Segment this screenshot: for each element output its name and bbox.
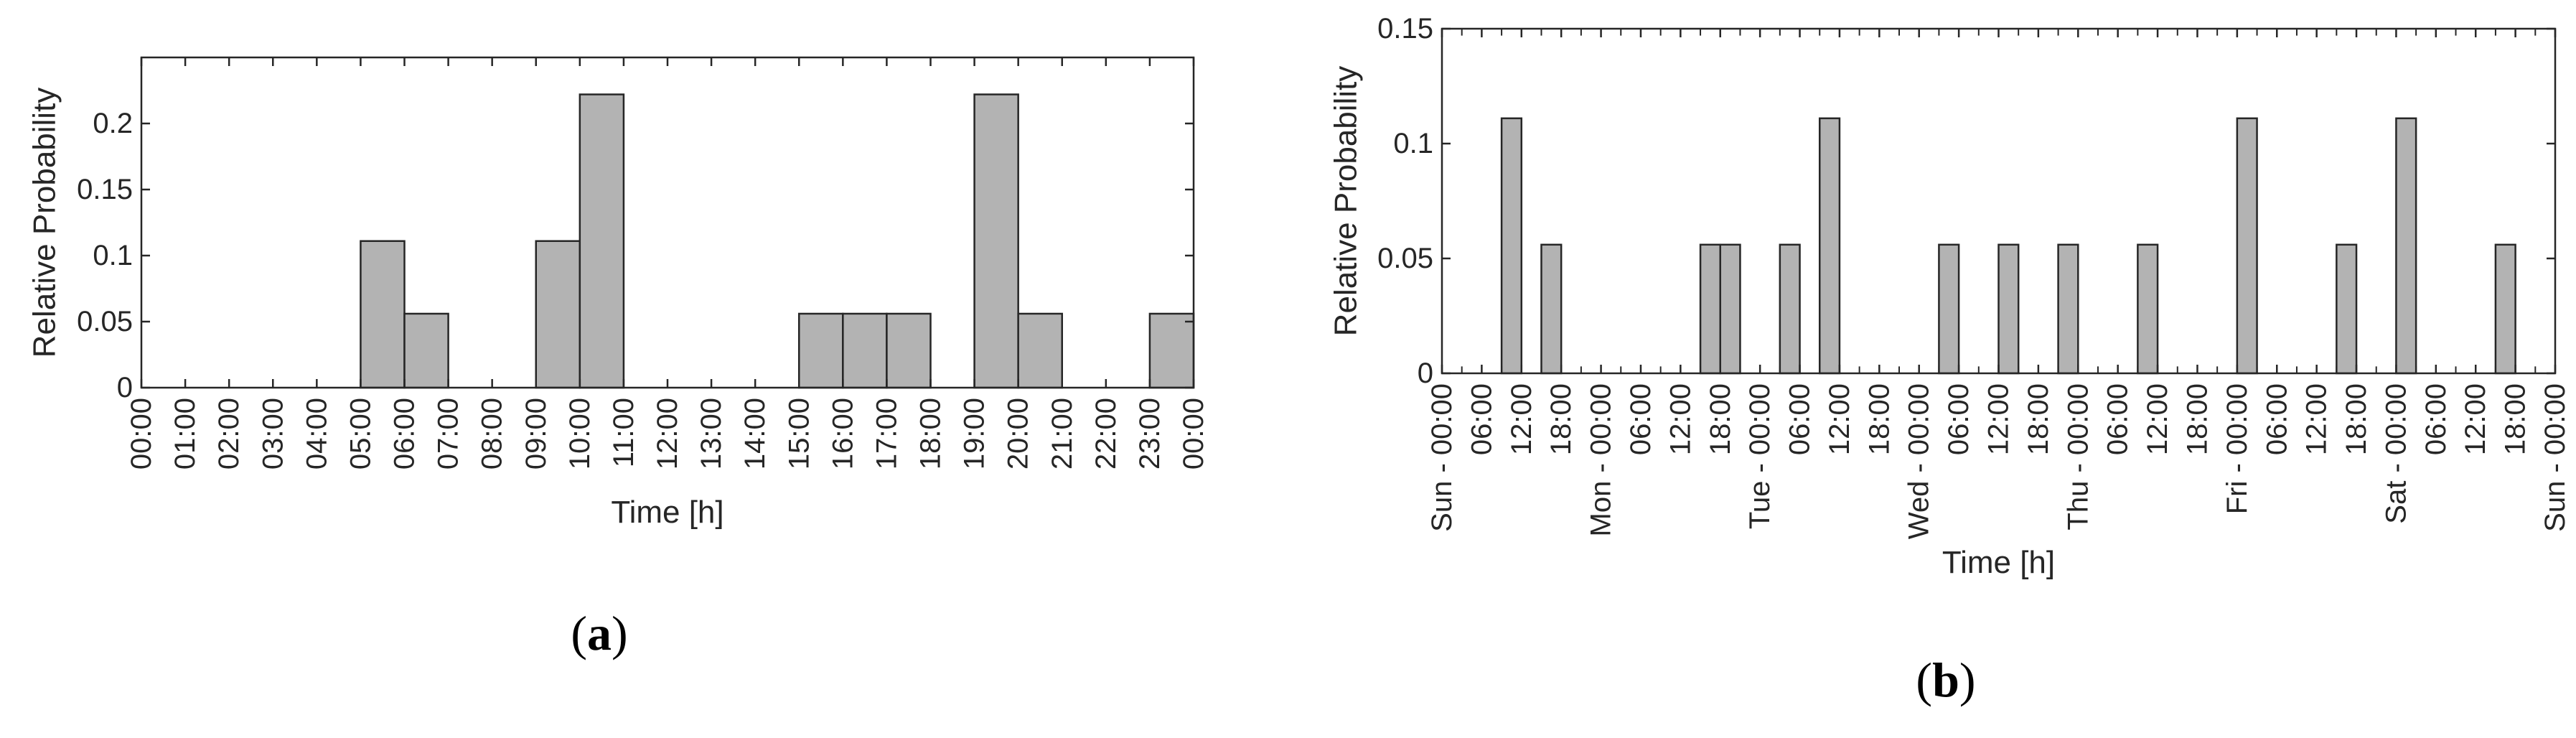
bar: [360, 240, 406, 389]
x-tick-label: 06:00: [1784, 383, 1816, 455]
y-tick-label: 0.2: [93, 108, 133, 139]
x-tick-label: 18:00: [1705, 383, 1736, 455]
y-axis-title: Relative Probability: [1329, 66, 1364, 337]
y-tick-label: 0.15: [77, 174, 133, 205]
x-tick-label: 12:00: [2460, 383, 2491, 455]
x-tick-label: 12:00: [1506, 383, 1537, 455]
x-tick-label: 22:00: [1090, 398, 1122, 470]
x-tick-label: 01:00: [169, 398, 201, 470]
x-tick-label: 06:00: [2102, 383, 2134, 455]
x-tick-label: 13:00: [695, 398, 727, 470]
x-tick-label: 06:00: [1466, 383, 1497, 455]
x-tick-label: 09:00: [520, 398, 552, 470]
x-tick-label: 02:00: [213, 398, 245, 470]
y-tick-label: 0: [117, 372, 133, 403]
x-tick-label: 06:00: [2261, 383, 2292, 455]
x-tick-label: 12:00: [2142, 383, 2173, 455]
bar: [1997, 243, 2020, 375]
bar: [1500, 117, 1523, 375]
x-tick-label: 19:00: [959, 398, 990, 470]
panel-label-b: (b): [1916, 653, 1975, 707]
x-tick-label: 17:00: [871, 398, 902, 470]
y-tick-label: 0.15: [1377, 13, 1433, 45]
x-tick-label: 12:00: [1664, 383, 1696, 455]
y-tick-label: 0.1: [1393, 128, 1433, 159]
bar: [798, 312, 844, 389]
x-tick-label: 18:00: [2023, 383, 2054, 455]
x-tick-label: Tue - 00:00: [1744, 383, 1776, 529]
x-tick-label: 03:00: [257, 398, 289, 470]
x-tick-label: Sat - 00:00: [2380, 383, 2412, 524]
x-tick-label: Wed - 00:00: [1903, 383, 1935, 539]
x-tick-label: 00:00: [126, 398, 157, 470]
panel-label-a: (a): [571, 606, 627, 660]
bar: [2236, 117, 2258, 375]
x-tick-label: 18:00: [2341, 383, 2372, 455]
x-tick-label: 18:00: [1863, 383, 1895, 455]
bar: [1938, 243, 1960, 375]
x-tick-label: 05:00: [345, 398, 376, 470]
bar: [2057, 243, 2079, 375]
y-tick-label: 0.1: [93, 240, 133, 271]
x-tick-label: 10:00: [564, 398, 596, 470]
bar: [1699, 243, 1721, 375]
x-tick-label: Mon - 00:00: [1586, 383, 1617, 536]
x-tick-label: 04:00: [301, 398, 332, 470]
x-tick-label: 16:00: [827, 398, 858, 470]
x-tick-label: Fri - 00:00: [2221, 383, 2253, 514]
x-axis-title: Time [h]: [611, 495, 723, 530]
bar: [403, 312, 449, 389]
x-tick-label: 12:00: [1983, 383, 2015, 455]
bar: [1779, 243, 1801, 375]
x-tick-label: Sun - 00:00: [1426, 383, 1458, 532]
x-tick-label: 18:00: [2181, 383, 2213, 455]
x-tick-label: 23:00: [1134, 398, 1166, 470]
x-tick-label: 11:00: [608, 398, 640, 467]
x-tick-label: 00:00: [1178, 398, 1209, 470]
x-tick-label: 18:00: [915, 398, 947, 470]
bar: [1719, 243, 1741, 375]
x-tick-label: 06:00: [389, 398, 421, 470]
bar: [1017, 312, 1063, 389]
panel-label-b-letter: b: [1932, 653, 1959, 707]
x-tick-label: 18:00: [1545, 383, 1577, 455]
y-tick-label: 0: [1418, 358, 1433, 389]
bar: [886, 312, 932, 389]
bar: [535, 240, 581, 389]
x-axis-title: Time [h]: [1942, 545, 2055, 580]
x-tick-label: 06:00: [1943, 383, 1975, 455]
bar: [973, 93, 1019, 389]
panel-label-a-letter: a: [587, 606, 612, 660]
bar: [579, 93, 625, 389]
x-tick-label: 14:00: [739, 398, 771, 470]
y-tick-label: 0.05: [1377, 243, 1433, 274]
x-tick-label: 15:00: [783, 398, 815, 470]
x-tick-label: 12:00: [652, 398, 683, 470]
y-axis-title: Relative Probability: [27, 88, 62, 358]
bar: [2494, 243, 2516, 375]
x-tick-label: 06:00: [1625, 383, 1657, 455]
x-tick-label: Thu - 00:00: [2062, 383, 2094, 531]
bar: [2336, 243, 2358, 375]
bar: [842, 312, 888, 389]
bar: [1818, 117, 1841, 375]
chart-b: Sun - 00:00 06:00 12:00 18:00 Mon - 00:00 06:…: [1329, 13, 2572, 580]
bar: [1540, 243, 1563, 375]
bar: [1148, 312, 1195, 389]
x-tick-label: 07:00: [433, 398, 464, 470]
x-tick-label: 06:00: [2420, 383, 2452, 455]
chart-a: 00:00 01:00 02:00 03:00 04:00 05:00 06:00 07:00…: [27, 56, 1209, 530]
y-tick-label: 0.05: [77, 306, 133, 337]
bar: [2137, 243, 2159, 375]
x-tick-label: 21:00: [1046, 398, 1078, 470]
x-tick-label: 12:00: [1824, 383, 1855, 455]
x-tick-label: 20:00: [1003, 398, 1034, 470]
x-tick-label: Sun - 00:00: [2539, 383, 2571, 532]
x-tick-label: 12:00: [2301, 383, 2333, 455]
x-tick-label: 18:00: [2500, 383, 2531, 455]
bar: [2395, 117, 2417, 375]
x-tick-label: 08:00: [477, 398, 508, 470]
